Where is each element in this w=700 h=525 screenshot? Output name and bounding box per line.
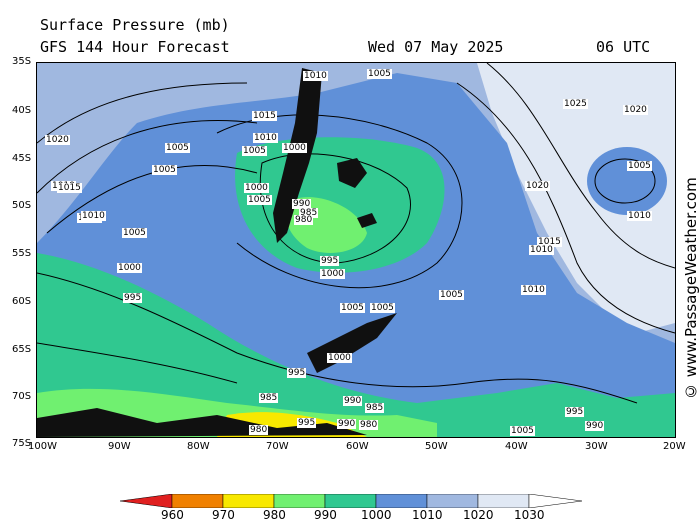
lat-label-65s: 65S: [12, 344, 32, 355]
isobar-label: 1005: [247, 195, 272, 205]
isobar-label: 1000: [320, 269, 345, 279]
isobar-label: 1010: [81, 211, 106, 221]
isobar-label: 1000: [244, 183, 269, 193]
map-title: Surface Pressure (mb): [40, 16, 230, 34]
lon-label-60w: 60W: [346, 441, 369, 452]
isobar-label: 980: [249, 425, 269, 435]
lon-label-80w: 80W: [187, 441, 210, 452]
isobar-label: 1005: [152, 165, 177, 175]
isobar-label: 1000: [282, 143, 307, 153]
forecast-date: Wed 07 May 2025: [368, 38, 504, 56]
isobar-label: 990: [343, 396, 363, 406]
isobar-label: 1000: [117, 263, 142, 273]
lat-label-55s: 55S: [12, 248, 32, 259]
color-swatch-960: [120, 494, 173, 508]
isobar-label: 1005: [510, 426, 535, 436]
scale-label-960: 960: [161, 508, 184, 522]
isobar-label: 995: [565, 407, 585, 417]
isobar-label: 1015: [57, 183, 82, 193]
color-swatch-max: [528, 494, 582, 508]
isobar-label: 1005: [439, 290, 464, 300]
isobar-label: 1015: [252, 111, 277, 121]
zone-above-1020: [477, 63, 675, 333]
lon-label-30w: 30W: [585, 441, 608, 452]
isobar-label: 1005: [122, 228, 147, 238]
scale-label-1010: 1010: [412, 508, 443, 522]
isobar-label: 985: [299, 208, 319, 218]
scale-label-1030: 1030: [514, 508, 545, 522]
site-credit: © www.PassageWeather.com: [682, 177, 700, 400]
isobar-label: 1010: [529, 245, 554, 255]
isobar-label: 1020: [623, 105, 648, 115]
scale-label-990: 990: [314, 508, 337, 522]
scale-label-970: 970: [212, 508, 235, 522]
isobar-label: 1005: [627, 161, 652, 171]
lat-label-40s: 40S: [12, 105, 32, 116]
color-swatch-1020: [426, 494, 479, 508]
color-swatch-1030: [477, 494, 530, 508]
isobar-label: 985: [259, 393, 279, 403]
isobar-label: 995: [287, 368, 307, 378]
isobar-label: 1000: [327, 353, 352, 363]
lon-label-70w: 70W: [266, 441, 289, 452]
isobar-label: 980: [359, 420, 379, 430]
color-swatch-980: [222, 494, 275, 508]
isobar-label: 1005: [242, 146, 267, 156]
lon-label-20w: 20W: [663, 441, 686, 452]
lat-label-75s: 75S: [12, 438, 32, 449]
lat-label-70s: 70S: [12, 391, 32, 402]
color-swatch-1010: [375, 494, 428, 508]
lon-label-50w: 50W: [425, 441, 448, 452]
isobar-label: 1020: [525, 181, 550, 191]
color-swatch-970: [171, 494, 224, 508]
lat-label-50s: 50S: [12, 200, 32, 211]
isobar-label: 995: [320, 256, 340, 266]
isobar-label: 980: [294, 215, 314, 225]
lon-label-40w: 40W: [505, 441, 528, 452]
lat-label-60s: 60S: [12, 296, 32, 307]
isobar-label: 1005: [370, 303, 395, 313]
isobar-label: 1010: [253, 133, 278, 143]
isobar-label: 1005: [340, 303, 365, 313]
land-outlines: [37, 68, 397, 437]
color-scale-bar: [120, 494, 582, 508]
lon-label-90w: 90W: [108, 441, 131, 452]
isobar-label: 995: [297, 418, 317, 428]
scale-label-980: 980: [263, 508, 286, 522]
lon-label-100w: 100W: [28, 441, 57, 452]
lat-label-35s: 35S: [12, 56, 32, 67]
scale-label-1000: 1000: [361, 508, 392, 522]
isobar-label: 1005: [165, 143, 190, 153]
forecast-subtitle: GFS 144 Hour Forecast: [40, 38, 230, 56]
isobar-label: 990: [585, 421, 605, 431]
isobar-label: 1010: [627, 211, 652, 221]
isobar-label: 990: [292, 199, 312, 209]
isobar-label: 1025: [563, 99, 588, 109]
isobar-label: 1015: [537, 237, 562, 247]
pressure-field: [37, 63, 675, 437]
color-swatch-1000: [324, 494, 377, 508]
isobar-label: 990: [337, 419, 357, 429]
isobar-label: 985: [365, 403, 385, 413]
forecast-time: 06 UTC: [596, 38, 651, 56]
isobar-label: 1020: [45, 135, 70, 145]
pressure-map: 1010100510201010101010151010100510001005…: [36, 62, 676, 438]
scale-label-1020: 1020: [463, 508, 494, 522]
zone-990-1000-south: [37, 253, 675, 437]
lat-label-45s: 45S: [12, 153, 32, 164]
isobar-label: 1005: [367, 69, 392, 79]
isobar-label: 1010: [521, 285, 546, 295]
isobar-label: 995: [123, 293, 143, 303]
isobar-label: 1010: [303, 71, 328, 81]
color-swatch-990: [273, 494, 326, 508]
